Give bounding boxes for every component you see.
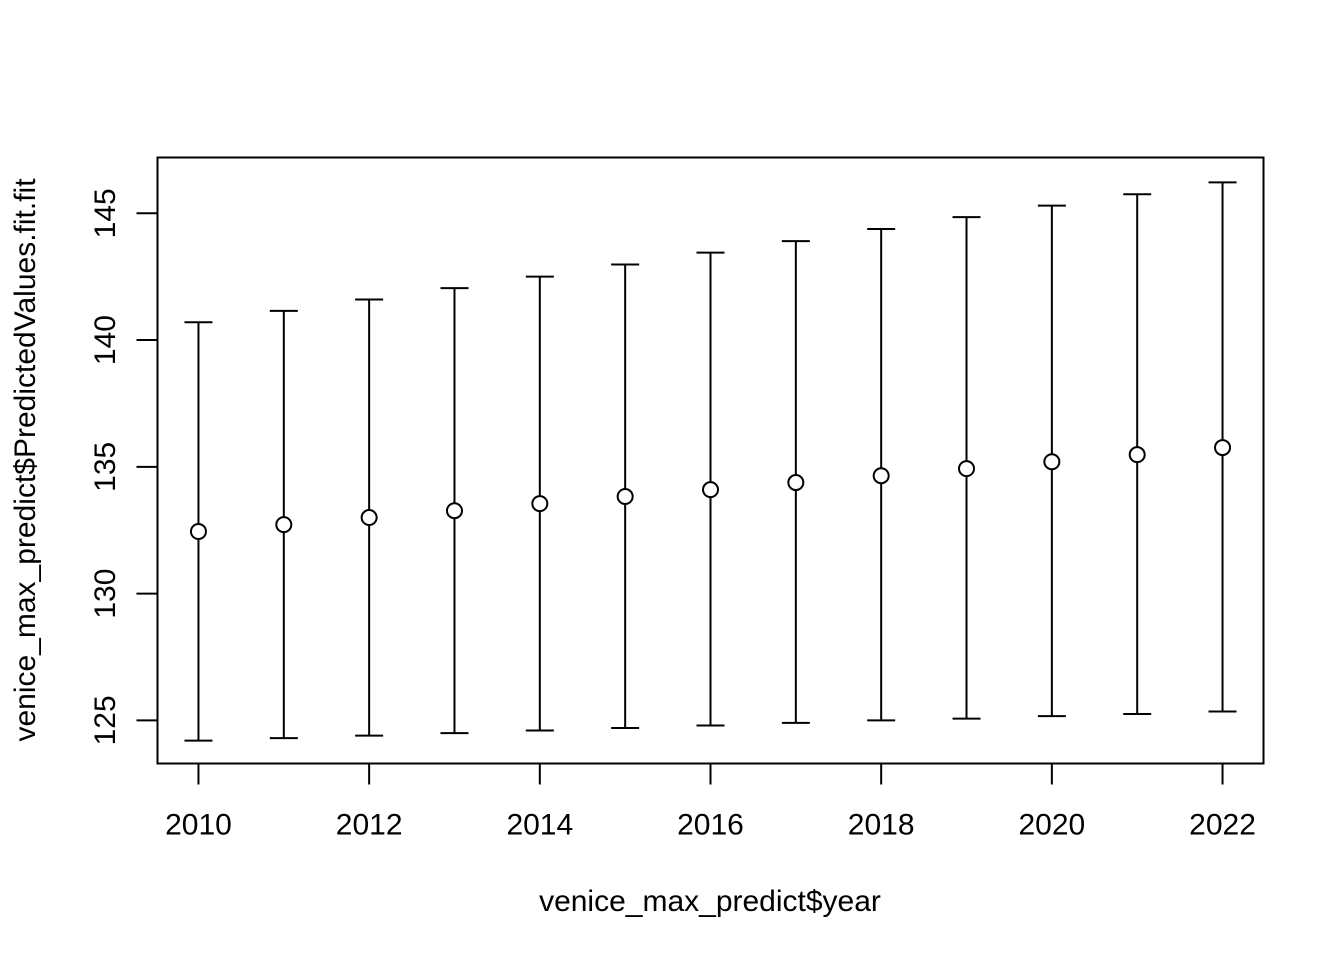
x-tick-label: 2020 [1018, 809, 1085, 842]
x-tick-label: 2016 [677, 809, 744, 842]
x-tick-label: 2010 [165, 809, 232, 842]
data-point [275, 516, 293, 534]
x-axis: 2010 2012 2014 2016 2018 2020 2022 [165, 762, 1256, 842]
y-tick-label: 125 [89, 695, 122, 745]
data-point [445, 502, 463, 520]
y-tick-label: 135 [89, 442, 122, 492]
data-point [1128, 446, 1146, 464]
x-tick-label: 2012 [336, 809, 403, 842]
data-point [616, 488, 634, 506]
data-point [1043, 453, 1061, 471]
y-tick-label: 130 [89, 569, 122, 619]
data-point [958, 460, 976, 478]
x-tick-label: 2022 [1189, 809, 1256, 842]
data-point [189, 522, 207, 540]
data-point [872, 467, 890, 485]
data-point [1214, 439, 1232, 457]
y-axis-title: venice_max_predict$PredictedValues.fit.f… [9, 178, 42, 742]
x-axis-title: venice_max_predict$year [539, 885, 881, 918]
data-point [531, 495, 549, 513]
x-tick-label: 2018 [848, 809, 915, 842]
data-point [360, 509, 378, 527]
data-point [787, 474, 805, 492]
y-tick-label: 140 [89, 315, 122, 365]
y-axis: 125 130 135 140 145 [89, 188, 159, 745]
data-point [702, 481, 719, 499]
error-bars [184, 181, 1237, 742]
x-tick-label: 2014 [506, 809, 573, 842]
data-points [189, 439, 1232, 540]
y-tick-label: 145 [89, 188, 122, 238]
